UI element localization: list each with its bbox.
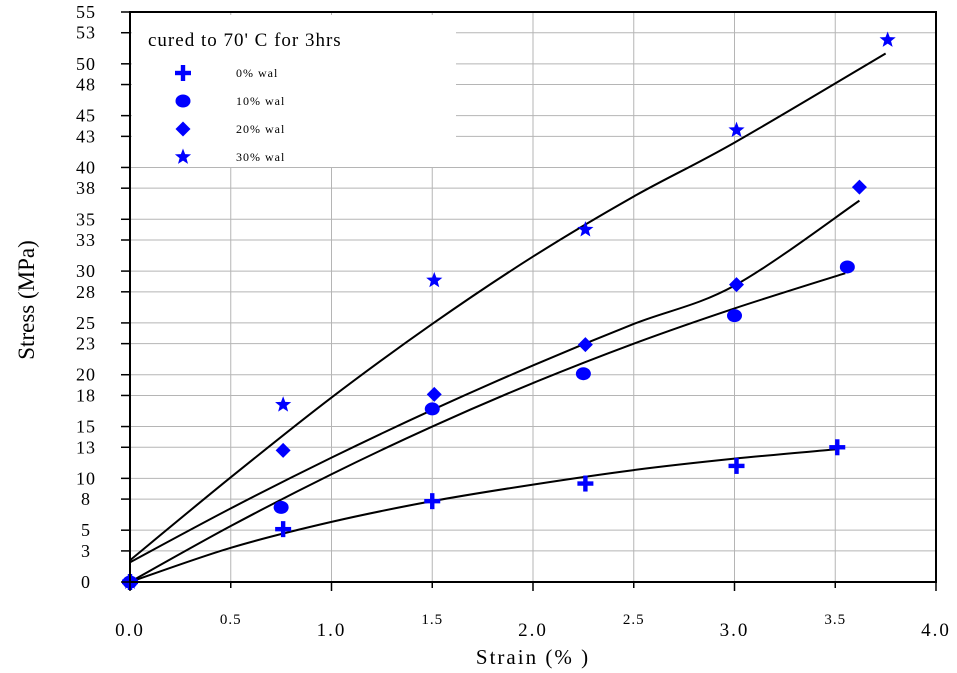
y-axis-label: Stress (MPa) [14, 240, 39, 359]
legend-marker-circle [175, 94, 191, 108]
legend-marker-plus [175, 65, 191, 81]
y-tick-label: 45 [76, 106, 96, 126]
plus-marker-bar-v [583, 475, 588, 492]
y-tick-label: 43 [76, 126, 96, 146]
data-point-star [879, 31, 896, 47]
data-point-diamond [851, 179, 867, 195]
x-minor-tick-label: 2.5 [623, 612, 645, 628]
y-tick-label: 35 [76, 209, 96, 229]
y-tick-label: 48 [76, 75, 96, 95]
data-point-star [728, 121, 745, 138]
legend-marker-star [174, 148, 192, 164]
data-point-plus [275, 521, 292, 538]
y-tick-label: 3 [81, 541, 91, 561]
data-point-circle [727, 309, 742, 323]
y-tick-label: 10 [76, 468, 96, 488]
x-minor-tick-label: 1.5 [421, 612, 443, 628]
y-tick-label: 50 [76, 54, 96, 74]
y-tick-label: 38 [76, 178, 96, 198]
legend-label: 20% wal [236, 122, 285, 136]
data-point-diamond [426, 386, 442, 402]
fit-curve [129, 448, 836, 583]
data-point-circle [273, 500, 289, 514]
data-point-plus [577, 475, 594, 492]
data-point-star [426, 271, 443, 288]
legend-label: 30% wal [236, 150, 285, 164]
y-tick-label: 18 [76, 385, 96, 405]
y-tick-label: 0 [81, 572, 91, 592]
y-tick-label: 30 [76, 261, 96, 281]
y-tick-label: 20 [76, 365, 96, 385]
grid-lines [130, 12, 936, 582]
plus-marker-bar-v [280, 521, 286, 538]
y-tick-label: 40 [76, 157, 96, 177]
data-point-circle [575, 367, 591, 381]
legend-label: 0% wal [236, 66, 278, 80]
y-tick-label: 25 [76, 313, 96, 333]
y-tick-label: 8 [81, 489, 91, 509]
data-point-circle [839, 260, 855, 274]
y-tick-label: 28 [76, 282, 96, 302]
data-point-diamond [275, 442, 291, 458]
data-point-circle [424, 402, 440, 416]
x-tick-label: 0.0 [115, 620, 145, 641]
y-tick-label: 23 [76, 334, 96, 354]
data-point-diamond [577, 337, 593, 353]
x-tick-label: 4.0 [921, 620, 951, 641]
plus-marker-bar-v [734, 457, 739, 474]
y-tick-label: 15 [76, 417, 96, 437]
x-minor-tick-label: 0.5 [220, 612, 242, 628]
fit-curve [129, 199, 860, 564]
y-tick-label: 13 [76, 437, 96, 457]
legend-title: cured to 70' C for 3hrs [148, 30, 342, 51]
data-point-plus [728, 457, 745, 474]
x-tick-label: 1.0 [317, 620, 347, 641]
data-point-star [275, 396, 292, 412]
y-tick-label: 53 [76, 23, 96, 43]
data-point-plus [829, 439, 846, 456]
x-minor-tick-label: 3.5 [824, 612, 846, 628]
plus-marker-bar-v [835, 439, 840, 456]
legend-label: 10% wal [236, 94, 285, 108]
axis-ticks: 0358101315182023252830333538404345485053… [76, 2, 951, 641]
legend-background [132, 15, 456, 167]
fit-curve [129, 272, 846, 583]
plus-marker-bar-v [430, 493, 435, 510]
y-tick-label: 33 [76, 230, 96, 250]
data-point-plus [424, 493, 441, 510]
x-tick-label: 2.0 [518, 620, 548, 641]
x-axis-label: Strain (% ) [476, 645, 590, 669]
y-tick-label: 55 [76, 2, 96, 22]
fit-curve [129, 52, 887, 562]
legend-marker-diamond [175, 121, 191, 137]
y-tick-label: 5 [81, 520, 91, 540]
data-point-diamond [729, 277, 745, 293]
x-tick-label: 3.0 [720, 620, 750, 641]
plus-marker-bar-v [180, 65, 186, 81]
legend-items: 0% wal 10% wal 20% wal 30% wal [174, 65, 285, 164]
legend: cured to 70' C for 3hrs 0% wal 10% wal 20%… [132, 15, 456, 167]
data-point-star [577, 221, 594, 237]
